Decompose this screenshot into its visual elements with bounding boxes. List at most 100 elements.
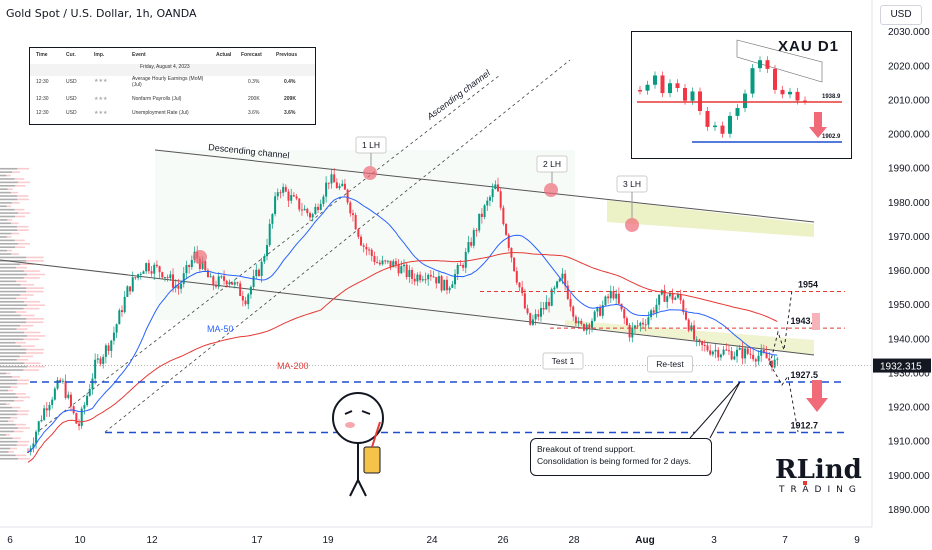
volume-profile-bar: [7, 188, 13, 190]
candle-body: [655, 304, 658, 313]
volume-profile-bar: [0, 447, 11, 450]
support-zone: [565, 320, 814, 355]
candle-body: [768, 358, 771, 361]
volume-profile-bar: [15, 454, 27, 457]
volume-profile-bar: [26, 304, 45, 307]
volume-profile-bar: [26, 260, 44, 262]
volume-profile-bar: [14, 178, 25, 180]
candle-body: [437, 276, 440, 284]
candle-body: [733, 356, 736, 360]
volume-profile-bar: [10, 191, 19, 194]
volume-profile-bar: [0, 242, 18, 245]
y-tick-label: 1890.000: [888, 505, 930, 516]
volume-profile-bar: [6, 403, 11, 405]
candle-body: [78, 423, 81, 426]
logo-accent: [803, 481, 807, 485]
last-price-tag: [873, 358, 931, 373]
candle-body: [45, 408, 48, 411]
x-tick-label: 10: [74, 535, 86, 546]
candle-body: [325, 182, 328, 197]
candle-body: [365, 246, 368, 250]
ma-50-line: [27, 196, 778, 453]
volume-profile-bar: [0, 328, 17, 330]
candle-body: [725, 349, 728, 351]
volume-profile-bar: [0, 222, 12, 225]
candle-body: [462, 264, 465, 268]
candle-body: [306, 208, 309, 214]
exit-marker: [812, 313, 820, 330]
volume-profile-bar: [0, 205, 7, 208]
lh-2-label: 2 LH: [543, 159, 561, 169]
volume-profile-bar: [0, 294, 21, 296]
candle-body: [601, 304, 604, 316]
descending-channel-lower: [0, 259, 815, 356]
candle-body: [537, 314, 540, 317]
mascot-cup: [363, 446, 381, 474]
candle-body: [397, 264, 400, 274]
ascending-channel-label: Ascending channel: [424, 67, 492, 122]
candle-body: [628, 324, 631, 338]
candle-body: [134, 277, 137, 279]
candle-body: [343, 183, 346, 190]
volume-profile-bar: [25, 352, 44, 354]
candle-body: [236, 282, 239, 284]
candle-body: [56, 379, 59, 389]
x-tick-label: 17: [251, 535, 263, 546]
candle-body: [249, 286, 252, 295]
inset-candle-body: [765, 60, 770, 69]
candle-body: [61, 380, 64, 382]
candle-body: [126, 286, 129, 297]
volume-profile-bar: [0, 273, 27, 276]
volume-profile-bar: [0, 430, 15, 433]
candle-body: [730, 351, 733, 360]
cell-forecast: 3.6%: [248, 110, 260, 116]
volume-profile-bar: [16, 266, 27, 269]
test-1-label-box: [542, 352, 584, 370]
volume-profile-bar: [17, 427, 30, 429]
volume-profile-bar: [26, 318, 44, 320]
candle-body: [217, 276, 220, 287]
inset-candle-body: [758, 60, 762, 69]
inset-candle-body: [690, 91, 695, 101]
candle-body: [502, 207, 505, 225]
cell-imp: ★★★: [94, 96, 108, 102]
volume-profile-bar: [0, 345, 21, 347]
volume-profile-bar: [14, 430, 24, 433]
candle-body: [625, 318, 628, 325]
candle-body: [652, 310, 655, 313]
volume-profile-bar: [16, 413, 28, 416]
candle-body: [424, 279, 427, 281]
logo-mark: RLinda: [775, 455, 863, 485]
candle-body: [695, 339, 698, 341]
volume-profile-bar: [17, 225, 29, 228]
candle-body: [231, 282, 234, 285]
candle-body: [658, 294, 661, 305]
candle-body: [432, 276, 435, 278]
y-tick-label: 1970.000: [888, 232, 930, 243]
volume-profile-bar: [0, 287, 27, 289]
x-tick-label: 7: [782, 535, 788, 546]
volume-profile-bar: [12, 406, 21, 409]
candle-body: [129, 286, 132, 292]
volume-profile-bar: [0, 195, 18, 197]
candle-body: [351, 213, 354, 216]
candle-body: [709, 350, 712, 355]
candle-body: [317, 206, 320, 210]
candle-body: [88, 388, 91, 396]
volume-profile-bar: [16, 444, 28, 446]
candle-body: [260, 261, 263, 277]
currency-button[interactable]: USD: [880, 5, 922, 25]
candle-body: [757, 355, 760, 362]
candle-body: [48, 404, 51, 411]
volume-profile-bar: [0, 198, 18, 201]
y-tick-label: 2010.000: [888, 95, 930, 106]
calendar-date-row: Friday, August 4, 2023: [30, 64, 315, 76]
calendar-date: Friday, August 4, 2023: [140, 64, 190, 70]
candle-body: [416, 274, 419, 282]
volume-profile-bar: [0, 396, 18, 399]
mascot-cheek: [345, 422, 355, 428]
volume-profile-bar: [0, 236, 7, 238]
x-tick-label: 19: [322, 535, 334, 546]
volume-profile-bar: [0, 369, 24, 371]
